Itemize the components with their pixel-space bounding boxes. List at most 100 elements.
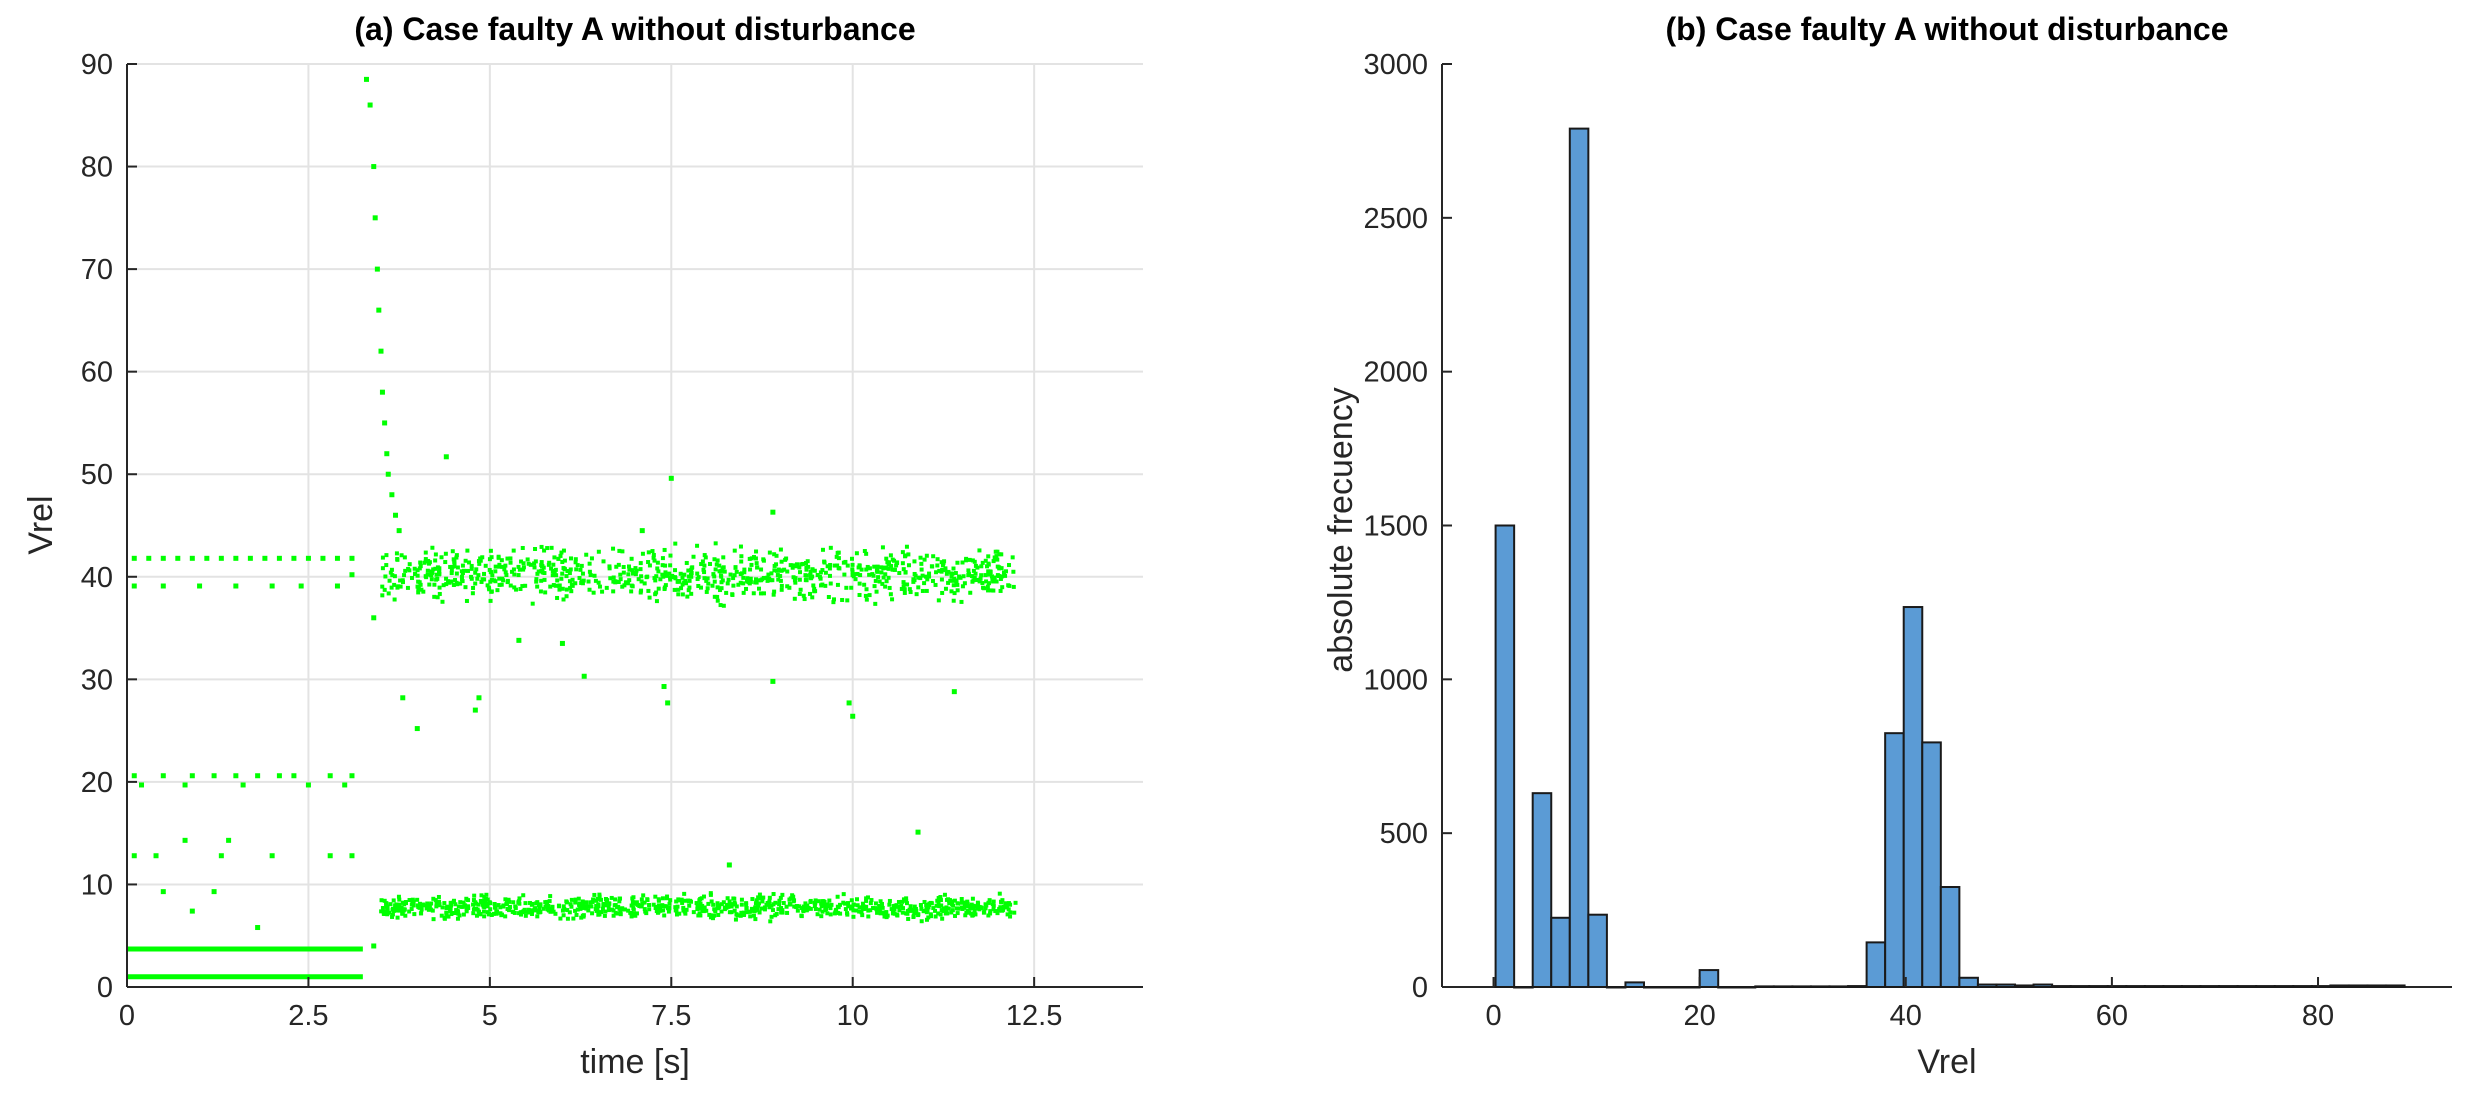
scatter-point: [986, 913, 991, 918]
scatter-point: [753, 917, 758, 922]
scatter-point: [452, 561, 457, 566]
scatter-point: [611, 579, 616, 584]
scatter-point: [877, 906, 882, 911]
scatter-point: [715, 558, 720, 563]
scatter-point: [701, 909, 706, 914]
scatter-point: [673, 541, 678, 546]
scatter-point: [787, 585, 792, 590]
scatter-y-tick-label: 70: [81, 254, 113, 286]
scatter-point: [704, 908, 709, 913]
scatter-point: [856, 565, 861, 570]
scatter-point: [780, 892, 785, 897]
scatter-point: [748, 914, 753, 919]
scatter-point: [872, 584, 877, 589]
scatter-point: [933, 908, 938, 913]
scatter-point: [782, 567, 787, 572]
scatter-point: [376, 307, 382, 313]
scatter-point: [920, 573, 925, 578]
scatter-point: [754, 898, 759, 903]
scatter-point: [795, 908, 800, 913]
scatter-point: [535, 571, 540, 576]
scatter-point: [900, 899, 905, 904]
scatter-point: [920, 588, 925, 593]
scatter-point: [949, 589, 954, 594]
scatter-point: [735, 913, 740, 918]
scatter-point: [897, 908, 902, 913]
scatter-point: [517, 896, 522, 901]
scatter-point: [986, 900, 991, 905]
scatter-point: [879, 901, 884, 906]
scatter-point: [565, 916, 570, 921]
scatter-point: [496, 554, 501, 559]
scatter-point: [742, 570, 747, 575]
scatter-point: [516, 637, 522, 643]
scatter-point: [676, 587, 681, 592]
scatter-point: [384, 553, 389, 558]
scatter-point: [298, 583, 304, 589]
scatter-point: [538, 903, 543, 908]
scatter-point: [751, 555, 756, 560]
scatter-point: [815, 572, 820, 577]
histogram-x-tick-label: 80: [2302, 1000, 2334, 1032]
scatter-point: [785, 910, 790, 915]
scatter-x-tick-label: 7.5: [651, 1000, 691, 1032]
scatter-point: [561, 904, 566, 909]
scatter-point: [755, 907, 760, 912]
scatter-point: [131, 853, 137, 859]
scatter-point: [523, 909, 528, 914]
scatter-point: [480, 900, 485, 905]
scatter-point: [845, 563, 850, 568]
scatter-point: [712, 574, 717, 579]
scatter-point: [584, 552, 589, 557]
scatter-point: [407, 568, 412, 573]
scatter-point: [924, 907, 929, 912]
scatter-point: [733, 902, 738, 907]
scatter-point: [810, 595, 815, 600]
scatter-point: [792, 904, 797, 909]
scatter-point: [804, 578, 809, 583]
histogram-bar: [1550, 916, 1571, 989]
scatter-point: [508, 583, 513, 588]
scatter-point: [935, 563, 940, 568]
scatter-point: [460, 563, 465, 568]
scatter-point: [603, 909, 608, 914]
scatter-point: [681, 905, 686, 910]
scatter-point: [1007, 563, 1012, 568]
scatter-point: [820, 899, 825, 904]
scatter-point: [606, 908, 611, 913]
scatter-point: [851, 914, 856, 919]
scatter-point: [748, 909, 753, 914]
scatter-point: [641, 893, 646, 898]
scatter-point: [948, 578, 953, 583]
scatter-point: [578, 906, 583, 911]
scatter-point: [998, 577, 1003, 582]
scatter-point: [926, 905, 931, 910]
scatter-point: [949, 571, 954, 576]
scatter-point: [798, 587, 803, 592]
scatter-point: [551, 562, 556, 567]
scatter-point: [1004, 569, 1009, 574]
scatter-point: [580, 902, 585, 907]
scatter-point: [816, 899, 821, 904]
scatter-point: [233, 773, 239, 779]
scatter-point: [953, 913, 958, 918]
scatter-point: [403, 913, 408, 918]
scatter-point: [780, 568, 785, 573]
scatter-point: [888, 592, 893, 597]
scatter-point: [747, 556, 752, 561]
scatter-point: [715, 594, 720, 599]
scatter-point: [994, 579, 999, 584]
scatter-point: [474, 567, 479, 572]
scatter-point: [547, 899, 552, 904]
scatter-point: [977, 548, 982, 553]
scatter-point: [440, 905, 445, 910]
histogram-bar: [2273, 985, 2295, 989]
scatter-point: [695, 543, 700, 548]
scatter-point: [510, 909, 515, 914]
scatter-point: [631, 895, 636, 900]
scatter-point: [536, 910, 541, 915]
scatter-point: [458, 900, 463, 905]
scatter-point: [970, 896, 975, 901]
scatter-point: [409, 575, 414, 580]
scatter-point: [986, 554, 991, 559]
